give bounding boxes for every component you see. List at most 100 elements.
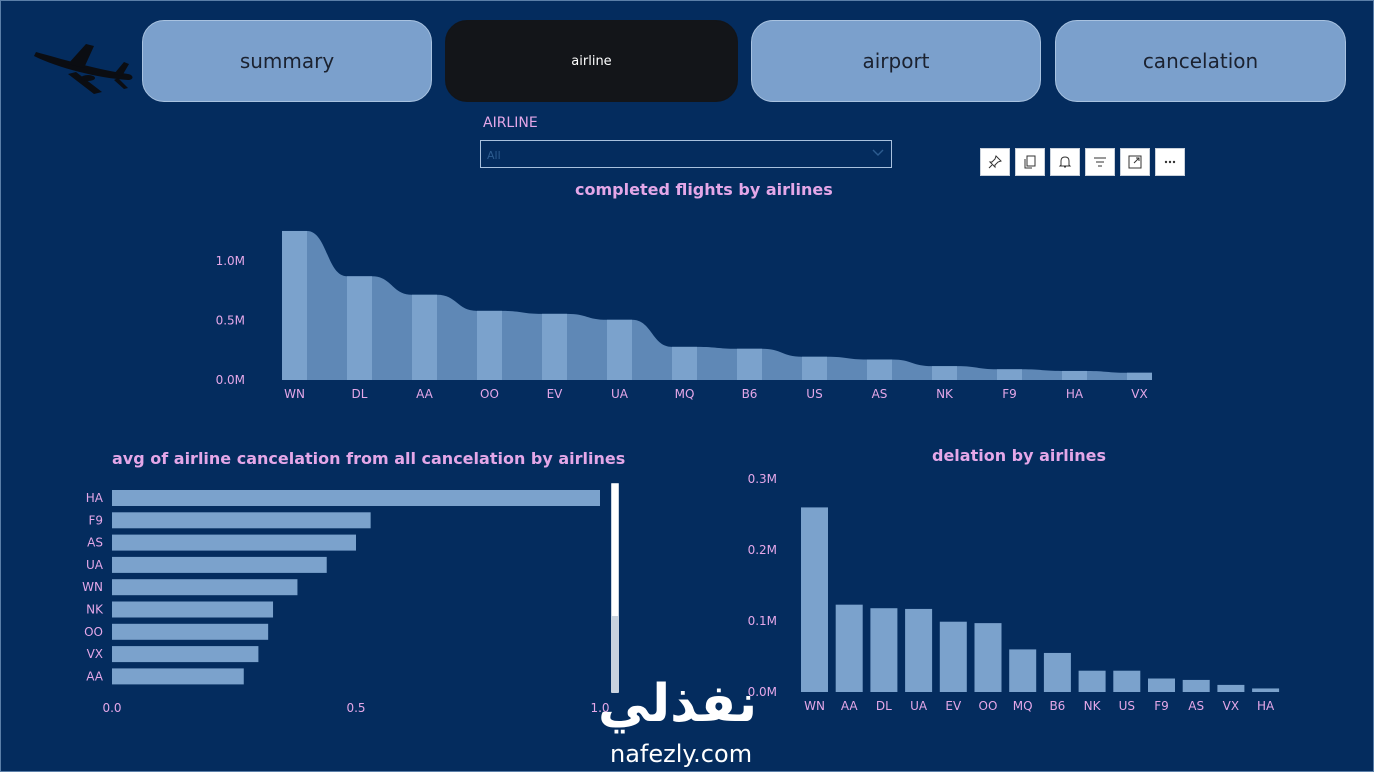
x-tick-label: NK — [936, 387, 954, 401]
x-tick-label: B6 — [742, 387, 758, 401]
x-tick-label: AS — [872, 387, 888, 401]
tab-airline[interactable]: airline — [445, 20, 738, 102]
watermark-text: nafezly.com — [610, 740, 753, 768]
x-tick-label: WN — [284, 387, 305, 401]
x-tick-label: UA — [611, 387, 629, 401]
bar — [112, 512, 371, 529]
x-tick-label: DL — [876, 699, 892, 713]
x-tick-label: 0.0 — [102, 701, 121, 715]
bell-icon — [1058, 156, 1072, 168]
airline-filter-value: All — [487, 149, 501, 162]
filter-icon — [1094, 157, 1106, 167]
cancelation-chart: HA F9 AS UA WN NK OO VX AA 0.0 0.5 1.0 — [82, 483, 619, 715]
x-tick-label: MQ — [675, 387, 695, 401]
completed-flights-chart-title: completed flights by airlines — [575, 180, 833, 199]
y-tick-label: OO — [84, 625, 103, 639]
x-tick-label: US — [1119, 699, 1135, 713]
chevron-down-icon — [872, 149, 884, 156]
x-tick-label: F9 — [1002, 387, 1017, 401]
bar — [974, 623, 1002, 692]
copy-button[interactable] — [1015, 148, 1045, 176]
pin-icon — [988, 155, 1002, 169]
focus-mode-icon — [1128, 155, 1142, 169]
airplane-logo-icon — [34, 44, 133, 94]
tab-summary[interactable]: summary — [142, 20, 432, 102]
y-tick-label: UA — [86, 558, 104, 572]
tab-cancelation[interactable]: cancelation — [1055, 20, 1346, 102]
airline-filter-label: AIRLINE — [483, 115, 538, 131]
bar — [1127, 372, 1152, 380]
pin-button[interactable] — [980, 148, 1010, 176]
y-tick-label: NK — [86, 603, 104, 617]
visual-toolbar — [980, 148, 1185, 176]
bar — [112, 490, 600, 506]
bar — [112, 668, 244, 685]
x-tick-label: AA — [416, 387, 434, 401]
y-tick-label: AA — [86, 669, 104, 683]
x-tick-label: 1.0 — [590, 701, 609, 715]
y-tick-label: 0.2M — [748, 543, 777, 557]
bar — [801, 507, 828, 692]
bar — [1113, 670, 1141, 692]
bar — [112, 556, 327, 573]
delation-chart: WN AA DL UA EV OO MQ B6 NK US F9 AS VX HA 0.0M 0.1M 0.2M… — [748, 472, 1280, 713]
focus-mode-button[interactable] — [1120, 148, 1150, 176]
x-tick-label: F9 — [1154, 699, 1169, 713]
x-tick-label: DL — [352, 387, 368, 401]
bar — [112, 623, 269, 640]
bar — [1043, 652, 1071, 692]
bar — [672, 346, 697, 380]
x-tick-label: US — [806, 387, 822, 401]
bar — [1148, 678, 1175, 692]
bar — [932, 366, 957, 380]
bar — [867, 359, 892, 380]
airline-filter-dropdown[interactable]: All — [480, 140, 892, 168]
filter-button[interactable] — [1085, 148, 1115, 176]
y-tick-label: AS — [87, 536, 103, 550]
x-tick-label: VX — [1131, 387, 1147, 401]
x-tick-label: AS — [1188, 699, 1204, 713]
watermark-arabic: نفذلي — [598, 674, 758, 734]
bar — [1217, 684, 1245, 692]
y-tick-label: 0.5M — [216, 313, 245, 327]
y-tick-label: HA — [86, 491, 104, 505]
bar — [1252, 688, 1280, 692]
alert-button[interactable] — [1050, 148, 1080, 176]
copy-icon — [1024, 155, 1036, 169]
x-tick-label: HA — [1257, 699, 1275, 713]
bar — [905, 608, 933, 692]
bar — [542, 313, 567, 380]
x-tick-label: B6 — [1049, 699, 1065, 713]
bar — [737, 348, 762, 380]
x-tick-label: EV — [547, 387, 564, 401]
bar — [1182, 679, 1210, 692]
cancelation-chart-title: avg of airline cancelation from all canc… — [112, 449, 626, 468]
bar — [112, 601, 274, 618]
y-tick-label: 0.1M — [748, 614, 777, 628]
bar — [997, 369, 1022, 380]
tab-airport[interactable]: airport — [751, 20, 1041, 102]
bar — [347, 276, 372, 380]
y-tick-label: VX — [87, 647, 103, 661]
bar — [112, 579, 298, 596]
x-tick-label: WN — [804, 699, 825, 713]
bar — [1009, 649, 1037, 692]
x-tick-label: VX — [1223, 699, 1239, 713]
x-tick-label: AA — [841, 699, 859, 713]
y-tick-label: 0.0M — [216, 373, 245, 387]
scrollbar-thumb — [612, 484, 618, 616]
more-options-icon — [1164, 160, 1176, 164]
y-tick-label: 0.0M — [748, 685, 777, 699]
y-tick-label: 1.0M — [216, 254, 245, 268]
x-tick-label: OO — [480, 387, 499, 401]
more-options-button[interactable] — [1155, 148, 1185, 176]
bar — [1078, 670, 1106, 692]
bar — [835, 604, 863, 692]
bar — [282, 230, 307, 380]
bar — [477, 310, 502, 380]
bar — [870, 608, 898, 692]
y-tick-label: 0.3M — [748, 472, 777, 486]
delation-chart-title: delation by airlines — [932, 446, 1107, 465]
x-tick-label: NK — [1084, 699, 1102, 713]
x-tick-label: 0.5 — [346, 701, 365, 715]
